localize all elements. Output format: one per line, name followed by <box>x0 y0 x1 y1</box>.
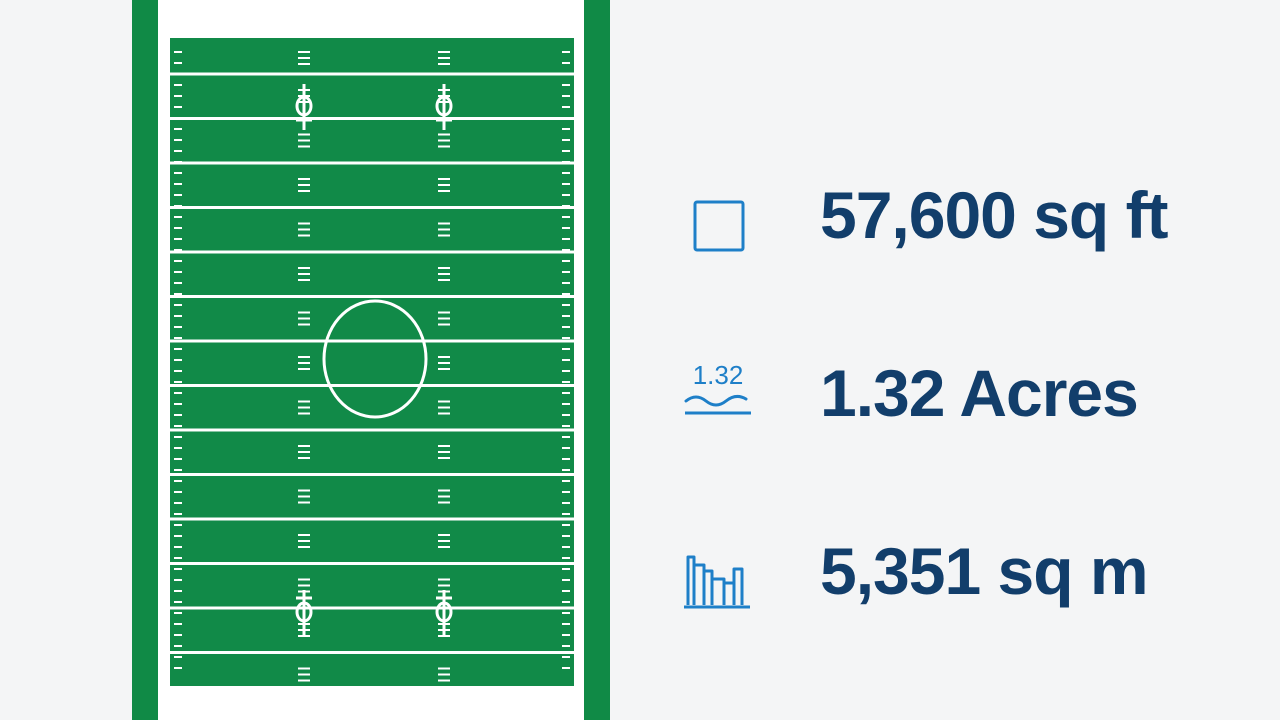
field-turf <box>170 38 574 686</box>
stat-value-square-feet: 57,600 sq ft <box>820 178 1169 252</box>
yard-lines <box>170 72 574 654</box>
field-border-left <box>132 0 158 720</box>
acres-icon-label: 1.32 <box>693 360 744 390</box>
field-panel <box>132 0 610 720</box>
stats-list: 57,600 sq ft 1.32 1.32 Acres 5,351 sq m <box>680 160 1240 640</box>
goalpost-icon <box>435 84 453 130</box>
goalposts <box>295 84 453 636</box>
stat-value-square-meters: 5,351 sq m <box>820 534 1149 608</box>
field-border-right <box>584 0 610 720</box>
square-icon <box>680 175 760 255</box>
center-circle <box>322 299 428 419</box>
stat-row-square-feet: 57,600 sq ft <box>680 160 1240 270</box>
goalpost-icon <box>295 84 313 130</box>
football-field <box>170 38 574 686</box>
stat-value-acres: 1.32 Acres <box>820 356 1139 430</box>
stat-row-square-meters: 5,351 sq m <box>680 516 1240 626</box>
goalpost-icon <box>435 590 453 636</box>
acres-wave-icon: 1.32 <box>680 353 760 433</box>
stat-row-acres: 1.32 1.32 Acres <box>680 338 1240 448</box>
bar-chart-icon <box>680 531 760 611</box>
goalpost-icon <box>295 590 313 636</box>
inbound-hash-marks <box>298 51 450 682</box>
edge-hash-marks <box>174 51 570 669</box>
